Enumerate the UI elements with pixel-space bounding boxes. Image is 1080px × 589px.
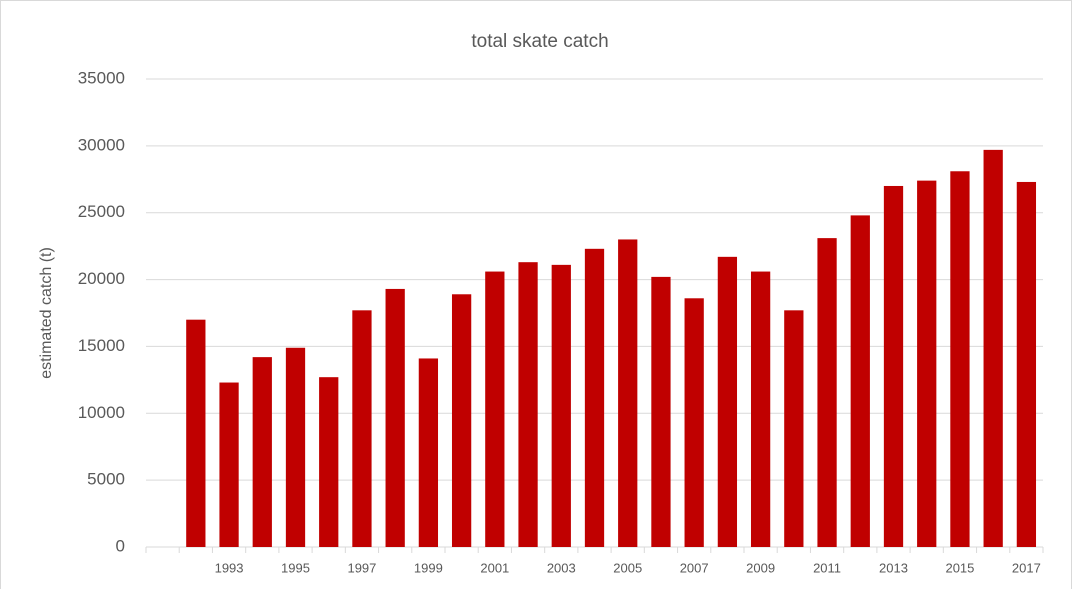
bar (950, 171, 970, 547)
bar (485, 271, 505, 547)
bar (252, 357, 272, 547)
y-tick-label: 10000 (78, 403, 125, 422)
bar (219, 382, 239, 547)
bar (285, 347, 306, 547)
x-tick-label: 1999 (414, 560, 443, 575)
x-tick-label: 2011 (813, 560, 841, 575)
x-tick-label: 1995 (281, 560, 310, 575)
y-tick-label: 25000 (78, 202, 125, 221)
y-tick-label: 35000 (78, 68, 125, 87)
bar (418, 358, 439, 547)
bar (651, 276, 671, 547)
x-tick-label: 2015 (945, 560, 974, 575)
bar (352, 310, 372, 547)
x-tick-label: 2017 (1012, 560, 1041, 575)
bar (917, 180, 937, 547)
bar (186, 319, 206, 547)
bar (717, 256, 738, 547)
bar (518, 262, 538, 547)
x-tick-label: 1993 (215, 560, 244, 575)
bar (850, 215, 870, 548)
bar (684, 298, 704, 547)
bar (883, 185, 904, 547)
bar (784, 310, 804, 547)
y-tick-label: 30000 (78, 135, 125, 154)
bar (385, 288, 405, 547)
x-tick-label: 2003 (547, 560, 576, 575)
chart-title: total skate catch (471, 31, 608, 52)
bar (451, 294, 472, 547)
x-tick-label: 2001 (480, 560, 509, 575)
x-tick-label: 1997 (347, 560, 376, 575)
y-tick-label: 5000 (87, 470, 125, 489)
bar (817, 238, 837, 547)
x-tick-label: 2009 (746, 560, 775, 575)
bar (584, 248, 605, 547)
y-tick-label: 0 (116, 536, 125, 555)
y-tick-label: 15000 (78, 336, 125, 355)
bar (750, 271, 771, 547)
x-tick-label: 2007 (680, 560, 709, 575)
bar (1016, 181, 1037, 547)
y-tick-label: 20000 (78, 269, 125, 288)
x-tick-label: 2013 (879, 560, 908, 575)
bar (618, 239, 638, 547)
bar (983, 149, 1003, 547)
y-axis-label: estimated catch (t) (38, 247, 55, 379)
x-tick-label: 2005 (613, 560, 642, 575)
bar (551, 264, 571, 547)
bar (319, 377, 339, 547)
